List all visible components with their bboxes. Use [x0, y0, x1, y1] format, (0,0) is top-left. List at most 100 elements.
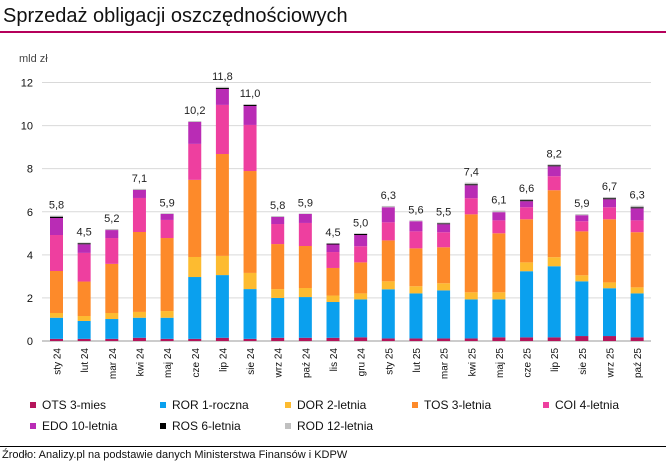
total-data-label: 8,2 [547, 148, 562, 160]
total-data-label: 10,2 [184, 105, 205, 117]
bar-segment [354, 235, 368, 247]
x-tick-label: sie 25 [578, 348, 589, 375]
bar-segment [575, 281, 589, 337]
x-tick-label: cze 25 [523, 348, 534, 378]
bar-segment [271, 289, 285, 298]
total-data-label: 6,7 [602, 181, 617, 193]
x-tick-label: lis 24 [329, 348, 340, 372]
bar-segment [271, 224, 285, 245]
x-tick-label: mar 24 [108, 348, 119, 380]
bar-segment [547, 257, 561, 267]
source-note: Źrodło: Analizy.pl na podstawie danych M… [2, 449, 348, 461]
bar-segment [105, 312, 119, 320]
bar-segment [409, 221, 423, 232]
legend-swatch [543, 402, 549, 408]
bar-segment [630, 207, 644, 209]
bar-segment [547, 164, 561, 166]
bar-segment [630, 208, 644, 221]
bar-segment [215, 104, 229, 155]
bar-segment [381, 281, 395, 290]
bar-segment [492, 299, 506, 338]
legend-label: OTS 3-mies [42, 398, 107, 412]
legend-swatch [285, 423, 291, 429]
bar-segment [243, 289, 257, 339]
bar-segment [215, 275, 229, 338]
bar-segment [437, 232, 451, 248]
bar-segment [630, 205, 644, 208]
bar-segment [547, 165, 561, 167]
bar-segment [603, 199, 616, 208]
total-data-label: 7,4 [464, 167, 479, 179]
bar-segment [575, 275, 589, 282]
x-tick-label: sty 24 [53, 348, 64, 375]
bar-segment [547, 176, 561, 191]
total-data-label: 4,5 [77, 227, 92, 239]
total-data-label: 5,8 [270, 200, 285, 212]
bar-segment [105, 230, 119, 239]
bar-segment [464, 184, 478, 186]
bar-segment [630, 232, 644, 288]
bar-segment [575, 214, 589, 216]
bar-segment [105, 238, 119, 264]
bar-segment [381, 207, 395, 223]
bar-segment [188, 277, 202, 339]
x-tick-label: gru 24 [357, 348, 368, 377]
x-tick-label: cze 24 [191, 348, 202, 378]
legend-label: DOR 2-letnia [297, 398, 367, 412]
bar-segment [630, 220, 644, 233]
x-tick-label: kwi 24 [135, 348, 146, 377]
total-data-label: 11,0 [240, 88, 261, 100]
total-data-label: 5,9 [298, 197, 313, 209]
bar-segment [630, 287, 644, 294]
bar-segment [77, 252, 91, 282]
legend-label: ROS 6-letnia [172, 419, 241, 433]
bar-segment [464, 182, 478, 185]
legend-swatch [30, 423, 36, 429]
bar-segment [492, 212, 506, 221]
legend-item: DOR 2-letnia [285, 398, 366, 412]
bar-segment [575, 336, 589, 341]
x-tick-label: lut 25 [412, 348, 423, 373]
bar-segment [464, 198, 478, 215]
legend-swatch [30, 402, 36, 408]
bar-segment [271, 297, 285, 338]
bar-segment [326, 243, 340, 245]
legend-swatch [160, 402, 166, 408]
x-tick-label: wrz 24 [274, 348, 285, 379]
total-data-label: 6,6 [519, 183, 534, 195]
bar-segment [271, 244, 285, 290]
source-divider [0, 446, 666, 447]
y-tick-label: 10 [21, 121, 33, 133]
total-data-label: 4,5 [325, 227, 340, 239]
bar-segment [354, 233, 368, 236]
total-data-label: 7,1 [132, 173, 147, 185]
x-tick-label: maj 24 [163, 348, 174, 378]
bar-segment [50, 215, 63, 217]
legend-swatch [285, 402, 291, 408]
x-tick-label: lut 24 [80, 348, 91, 373]
chart-title: Sprzedaż obligacji oszczędnościowych [3, 5, 348, 27]
x-tick-label: lip 24 [218, 348, 229, 372]
bar-segment [603, 288, 616, 337]
x-tick-label: sie 24 [246, 348, 257, 375]
bar-segment [160, 317, 174, 339]
bar-segment [243, 104, 257, 106]
legend-label: COI 4-letnia [555, 398, 620, 412]
x-tick-label: paź 24 [301, 348, 312, 378]
x-tick-label: wrz 25 [606, 348, 617, 379]
bar-segment [409, 231, 423, 249]
total-data-label: 5,0 [353, 217, 368, 229]
x-tick-label: mar 25 [440, 348, 451, 380]
bar-segment [326, 337, 340, 341]
bar-segment [132, 189, 146, 198]
bar-segment [243, 104, 257, 105]
x-tick-label: sty 25 [384, 348, 395, 375]
legend-item: ROR 1-roczna [160, 398, 249, 412]
bar-segment [215, 337, 229, 341]
bar-segment [326, 267, 340, 296]
bar-segment [603, 207, 616, 220]
bar-segment [492, 292, 506, 300]
bar-segment [160, 338, 174, 341]
bar-segment [243, 338, 257, 341]
bar-segment [298, 222, 312, 247]
